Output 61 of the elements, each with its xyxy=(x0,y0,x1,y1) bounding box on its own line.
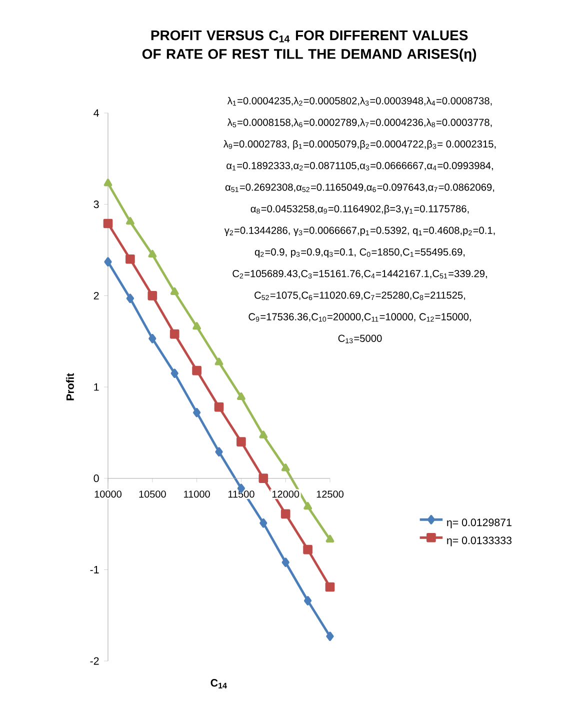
y-tick-label: 0 xyxy=(94,474,99,482)
point xyxy=(215,447,223,457)
x-tick-label: 12000 xyxy=(272,490,300,498)
chart-title: PROFIT VERSUS C$_{14}$ FOR DIFFERENT VALUES OF RATE OF REST TILL THE DEMAND ARISES(η) xyxy=(142,30,476,62)
point xyxy=(304,596,312,606)
point xyxy=(148,250,157,258)
point xyxy=(260,518,268,528)
text: λ$_{5}$=0.0008158,λ$_{6}$=0.0002789,λ$_{7}$=0.0004236,λ$_{8}$=0.0003778, xyxy=(227,118,492,128)
point xyxy=(104,257,112,267)
x-tick-label: 10500 xyxy=(139,490,166,498)
annotation: α$_{8}$=0.0453258,α$_{9}$=0.1164902,β=3,γ$_{1}$=0.1175786, xyxy=(250,204,469,214)
text: q$_{2}$=0.9, p$_{3}$=0.9,q$_{3}$=0.1, C$_{0}$=1850,C$_{1}$=55495.69, xyxy=(254,248,465,258)
point xyxy=(148,334,156,344)
text: C$_{13}$=5000 xyxy=(338,334,382,344)
point xyxy=(192,322,201,330)
point xyxy=(103,218,113,228)
point xyxy=(280,509,290,519)
point xyxy=(325,582,335,592)
point xyxy=(192,366,202,376)
point xyxy=(126,254,135,264)
y-tick-label: -2 xyxy=(90,657,99,665)
text: C$_{9}$=17536.36,C$_{10}$=20000,C$_{11}$=10000, C$_{12}$=15000, xyxy=(248,313,471,322)
text: C$_{2}$=105689.43,C$_{3}$=15161.76,C$_{4}$=1442167.1,C$_{51}$=339.29, xyxy=(232,270,487,278)
x-tick-label: 11000 xyxy=(184,490,210,498)
point xyxy=(259,430,268,438)
point xyxy=(304,502,312,510)
x-tick-label: 12500 xyxy=(316,490,344,498)
text: λ$_{9}$=0.0002783, β$_{1}$=0.0005079,β$_{2}$=0.0004722,β$_{3}$= 0.0002315, xyxy=(223,140,496,150)
point xyxy=(326,632,334,642)
point xyxy=(236,392,246,400)
point xyxy=(126,217,134,225)
text: C$_{52}$=1075,C$_{6}$=11020.69,C$_{7}$=25280,C$_{8}$=211525, xyxy=(254,292,466,300)
y-axis-title: Profit xyxy=(66,373,74,400)
text: λ$_{1}$=0.0004235,λ$_{2}$=0.0005802,λ$_{3}$=0.0003948,λ$_{4}$=0.0008738, xyxy=(227,96,492,106)
point xyxy=(258,474,268,483)
y-tick-label: 3 xyxy=(94,200,99,208)
point xyxy=(281,464,290,472)
y-tick-label: 2 xyxy=(94,292,99,300)
legend-label: η= 0.0133333 xyxy=(446,536,512,546)
point xyxy=(236,437,246,446)
legend-label: η= 0.0129871 xyxy=(446,518,512,528)
point xyxy=(326,534,334,542)
text: α$_{51}$=0.2692308,α$_{52}$=0.1165049,α$_{6}$=0.097643,α$_{7}$=0.0862069, xyxy=(225,184,494,192)
point xyxy=(282,558,290,568)
y-tick-label: 4 xyxy=(94,109,99,117)
y-tick-label: 1 xyxy=(94,383,99,391)
point xyxy=(148,291,158,300)
point xyxy=(170,368,178,378)
point xyxy=(126,294,134,304)
text: γ$_{2}$=0.1344286, γ$_{3}$=0.0066667,p$_{1}$=0.5392, q$_{1}$=0.4608,p$_{2}$=0.1, xyxy=(224,226,495,236)
text: α$_{1}$=0.1892333,α$_{2}$=0.0871105,α$_{3}$=0.0666667,α$_{4}$=0.0993984, xyxy=(226,162,493,170)
point xyxy=(214,402,224,412)
point xyxy=(104,178,112,186)
point xyxy=(303,544,312,554)
x-tick-label: 10000 xyxy=(94,490,122,498)
point xyxy=(192,408,201,418)
x-axis-title: C$_{14}$ xyxy=(210,679,227,688)
y-tick-label: -1 xyxy=(90,566,99,574)
point xyxy=(170,329,180,339)
point xyxy=(214,358,224,366)
point xyxy=(170,287,179,295)
